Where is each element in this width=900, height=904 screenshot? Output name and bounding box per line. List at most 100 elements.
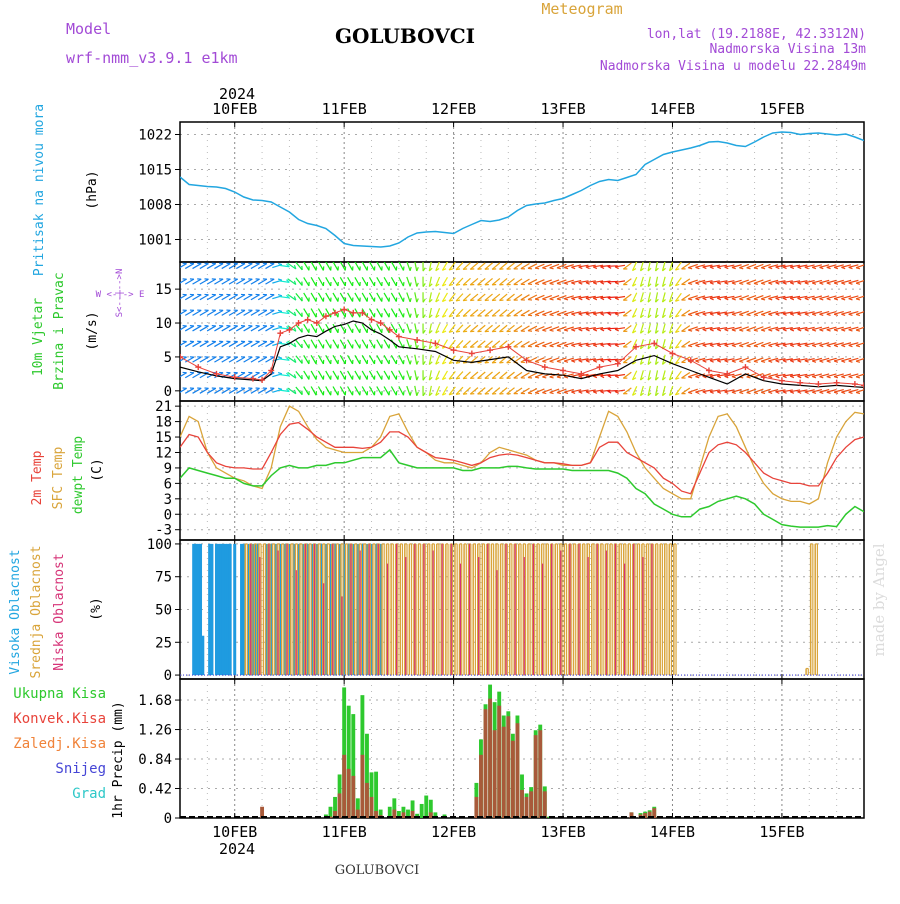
wind-arrow-head: [710, 361, 714, 363]
wind-arrow-head: [739, 330, 743, 331]
top-day-label: 15FEB: [759, 100, 804, 118]
wind-arrow-head: [703, 298, 707, 300]
wind-arrow-head: [456, 331, 460, 332]
wind-arrow-head: [579, 392, 583, 394]
station-title: GOLUBOVCI: [335, 24, 475, 48]
wind-arrow-head: [586, 298, 590, 300]
ytick-label: 75: [155, 570, 172, 586]
bottom-day-label: 14FEB: [650, 823, 695, 841]
precip-convective-bar: [502, 727, 506, 818]
wind-ylabel: 10m Vjetar: [31, 298, 46, 376]
wind-arrow: [326, 371, 331, 380]
ytick-label: 0.84: [138, 752, 172, 768]
wind-arrow-head: [557, 346, 561, 347]
wind-arrow: [193, 388, 202, 393]
wind-arrow-head: [819, 267, 823, 268]
wind-arrow-head: [856, 268, 860, 269]
wind-arrow: [207, 310, 216, 315]
precip-convective-bar: [338, 793, 342, 818]
wind-arrow-head: [768, 330, 772, 331]
wind-arrow-head: [790, 267, 794, 269]
wind-arrow: [229, 357, 238, 362]
wind-arrow-head: [410, 283, 411, 287]
wind-arrow-head: [856, 377, 860, 378]
wind-arrow-head: [550, 283, 554, 284]
credit: made by Angel: [870, 543, 888, 656]
wind-arrow: [355, 355, 360, 364]
wind-arrow: [355, 293, 360, 302]
wind-arrow: [200, 342, 209, 347]
dewpoint-line: [180, 450, 864, 527]
wind-arrow-head: [456, 316, 460, 317]
wind-arrow-head: [754, 393, 758, 394]
ytick-label: 0: [164, 668, 172, 684]
wind-arrow-head: [564, 314, 568, 315]
wind-arrow-head: [834, 299, 838, 300]
wind-arrow-head: [528, 315, 532, 316]
wind-arrow-head: [564, 377, 568, 378]
wind-arrow-head: [528, 300, 532, 301]
wind-arrow-head: [417, 283, 419, 287]
wind-arrow-head: [790, 329, 794, 331]
wind-arrow: [355, 324, 360, 333]
wind-arrow-head: [768, 361, 772, 362]
wind-arrow-head: [535, 346, 539, 347]
wind-arrow: [236, 357, 245, 362]
wind-arrow-head: [586, 329, 590, 331]
wind-arrow: [415, 355, 417, 365]
wind-arrow-head: [557, 283, 561, 284]
wind-arrow-head: [410, 267, 411, 271]
wind-arrow: [407, 371, 410, 380]
wind-arrow: [193, 357, 202, 362]
wind-arrow: [623, 263, 631, 269]
wind-arrow: [369, 293, 374, 302]
wind-arrow-head: [717, 314, 721, 316]
wind-arrow: [178, 279, 187, 284]
wind-arrow-head: [827, 283, 831, 284]
cloud-ylabel-low: Niska Oblacnost: [52, 553, 67, 670]
wind-arrow-head: [841, 299, 845, 300]
wind-arrow: [384, 309, 389, 318]
footer-station: GOLUBOVCI: [335, 863, 420, 878]
ytick-label: 0: [164, 384, 172, 400]
wind-arrow-head: [417, 267, 419, 271]
wind-arrow-head: [732, 392, 736, 393]
wind-arrow-head: [805, 392, 809, 393]
wind-arrow-head: [564, 299, 568, 300]
top-day-label: 12FEB: [431, 100, 476, 118]
wind-arrow: [296, 371, 302, 379]
precip-convective-bar: [516, 723, 520, 818]
wind-arrow: [377, 340, 382, 349]
wind-arrow-head: [542, 330, 546, 331]
precip-convective-bar: [543, 791, 547, 818]
wind-arrow-head: [805, 376, 809, 377]
wind-arrow-head: [542, 346, 546, 347]
wind-arrow-head: [542, 299, 546, 300]
ytick-label: 100: [147, 537, 172, 553]
wind-arrow: [333, 262, 338, 271]
wind-arrow-head: [571, 267, 575, 268]
wind-arrow: [391, 309, 396, 318]
ytick-label: 0: [164, 811, 172, 827]
wind-arrow-head: [463, 269, 467, 270]
wind-arrow-head: [586, 314, 590, 316]
wind-arrow: [222, 342, 231, 347]
wind-arrow: [244, 342, 253, 347]
wind-arrow: [318, 386, 323, 395]
wind-arrow: [362, 340, 367, 349]
wind-arrow-head: [739, 283, 743, 284]
wind-arrow-head: [564, 283, 568, 284]
wind-arrow: [193, 279, 202, 284]
wind-arrow-head: [856, 314, 860, 315]
wind-arrow: [178, 342, 187, 347]
wind-arrow-head: [812, 283, 816, 284]
wind-arrow: [185, 342, 194, 347]
wind-arrow-head: [856, 392, 860, 393]
wind-arrow-head: [535, 362, 539, 363]
wind-arrow-head: [579, 361, 583, 363]
wind-arrow: [229, 295, 238, 300]
wind-arrow-head: [688, 346, 692, 347]
wind-arrow-head: [776, 298, 780, 300]
wind-arrow-head: [849, 283, 853, 284]
